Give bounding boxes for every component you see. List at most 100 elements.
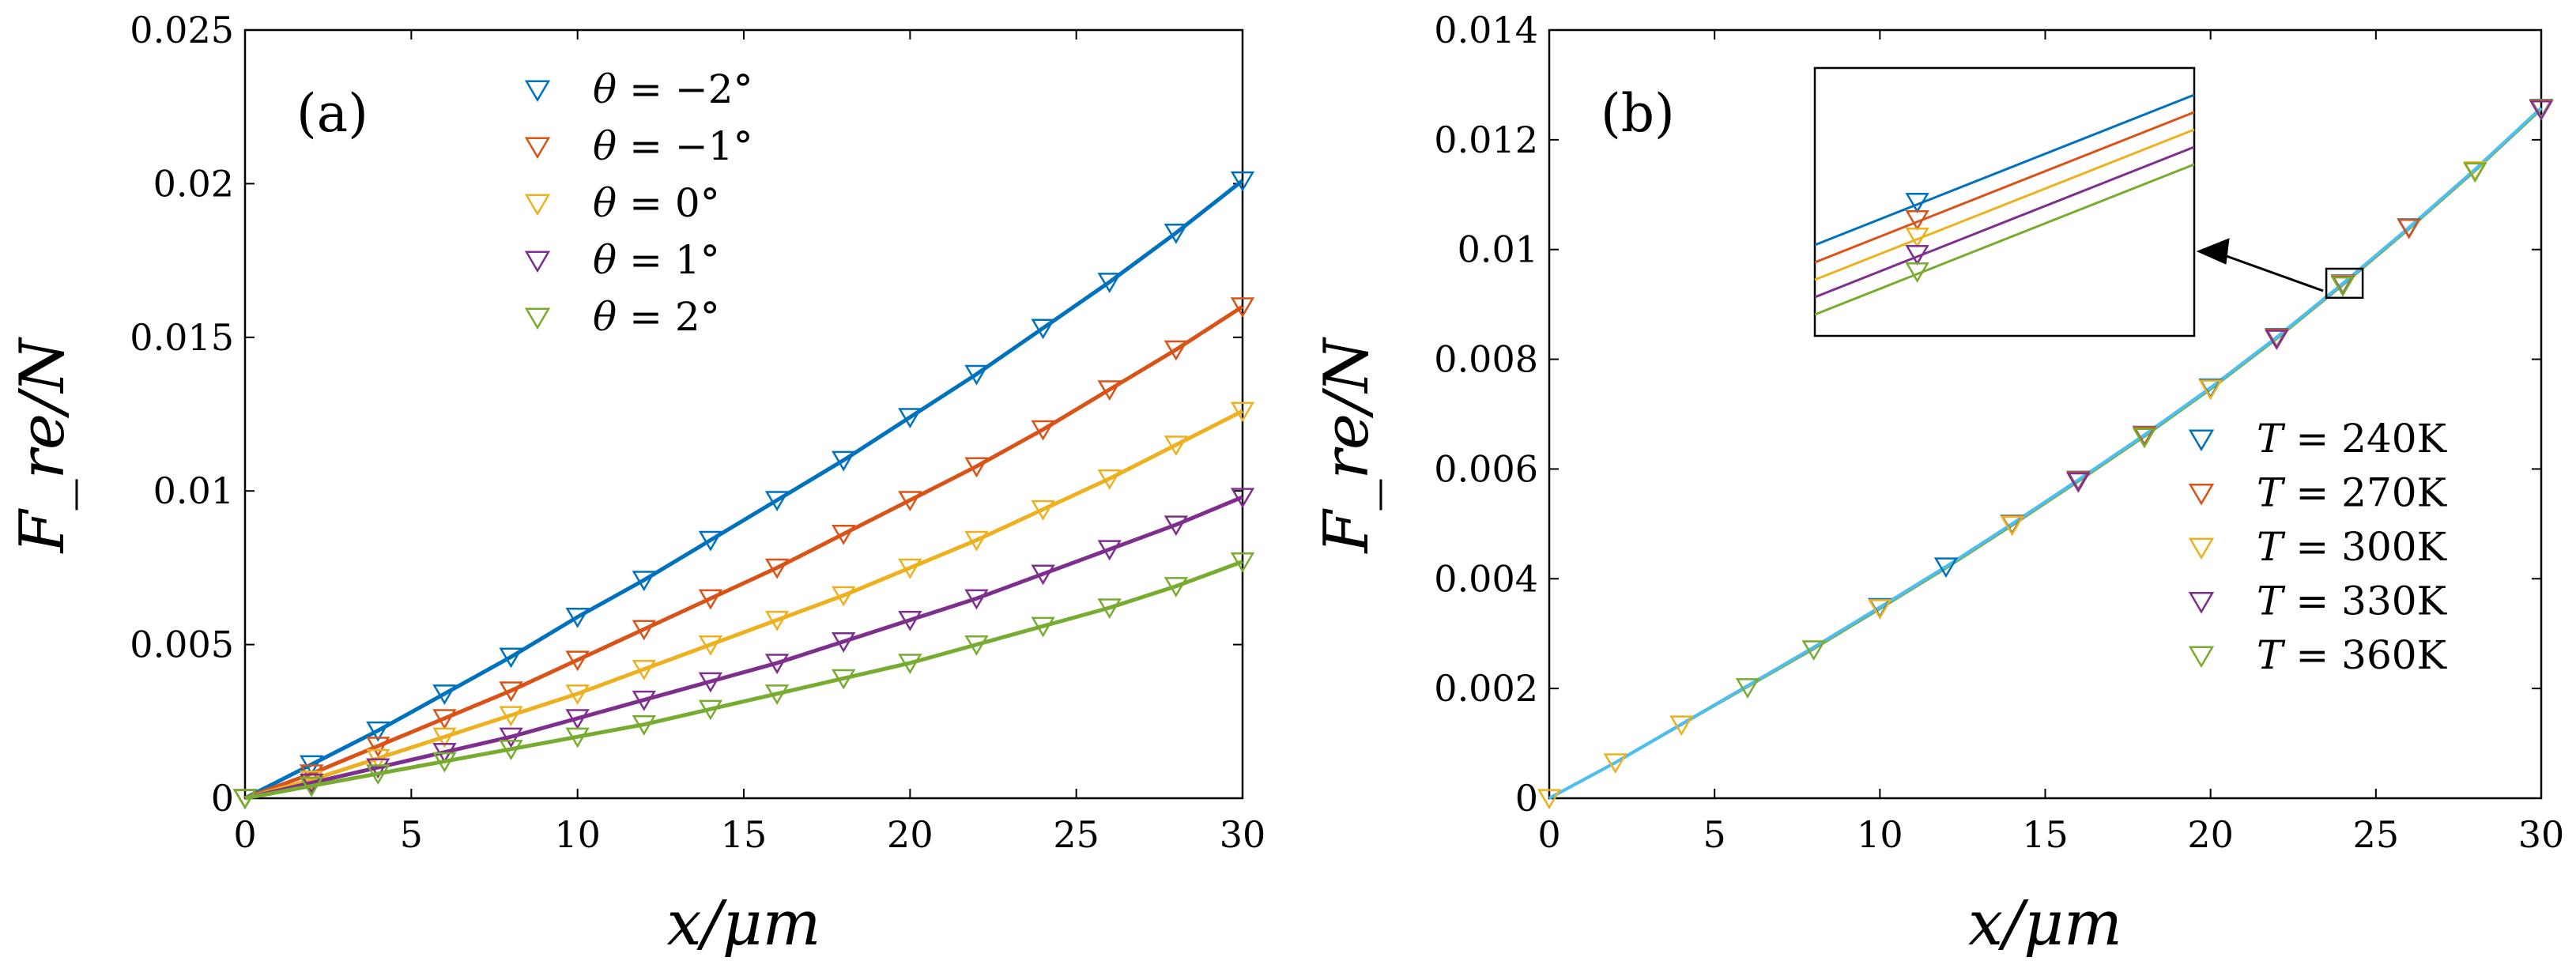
inset-marker — [1905, 262, 1929, 283]
data-point — [764, 491, 790, 512]
data-point — [1230, 171, 1255, 192]
series-line — [244, 560, 1243, 801]
data-point — [1031, 318, 1055, 340]
data-point — [832, 632, 856, 653]
inset-marker — [1905, 193, 1929, 213]
data-point — [1031, 420, 1055, 441]
data-point — [1603, 753, 1627, 775]
inset-frame — [1813, 66, 2196, 337]
legend-marker — [524, 80, 551, 103]
x-tick-label: 5 — [400, 813, 423, 856]
series-3 — [232, 488, 1255, 810]
legend-var: θ — [593, 237, 617, 283]
data-point — [964, 364, 989, 386]
data-point — [565, 727, 590, 748]
data-point — [565, 607, 590, 628]
data-point — [964, 589, 989, 610]
y-tick-label: 0.002 — [1434, 667, 1538, 710]
legend-item: T = 300K — [2188, 524, 2448, 570]
legend-var: θ — [593, 66, 617, 112]
x-tick-label: 15 — [721, 813, 768, 856]
panel-label: (b) — [1601, 83, 1675, 144]
x-axis-label: x/μm — [1968, 888, 2122, 959]
data-point — [2397, 218, 2421, 239]
data-point — [1933, 557, 1959, 579]
data-point — [1669, 715, 1694, 737]
data-point — [499, 681, 523, 703]
inset-line — [1814, 163, 2195, 316]
y-tick-label: 0.025 — [130, 9, 234, 51]
legend-label: T = 360K — [2257, 632, 2448, 678]
legend-var: T — [2257, 632, 2286, 678]
x-tick-label: 10 — [1857, 813, 1903, 856]
series-line — [243, 179, 1244, 801]
data-point — [1031, 499, 1055, 521]
data-point — [2066, 472, 2091, 493]
data-point — [698, 635, 723, 656]
panel-b: 0 5 10 15 20 25 30 0 0.002 0.004 0.006 0.008 0.01 0.0… — [1311, 9, 2564, 959]
legend-label: θ = 1° — [593, 237, 720, 283]
data-point — [832, 450, 856, 472]
y-axis-label: F_re/N — [1311, 337, 1382, 555]
data-point — [2198, 379, 2223, 401]
legend-value: = 270K — [2295, 470, 2447, 516]
x-tick-label: 30 — [1220, 813, 1266, 856]
series-4 — [232, 552, 1255, 810]
inset-marker — [1905, 245, 1929, 266]
data-point — [2330, 276, 2355, 297]
legend-label: T = 330K — [2257, 579, 2448, 624]
legend-item: T = 270K — [2188, 470, 2448, 516]
data-point — [366, 737, 390, 758]
legend-marker — [2188, 592, 2215, 614]
data-point — [499, 727, 523, 748]
legend-var: T — [2257, 524, 2286, 570]
data-point — [898, 610, 922, 631]
legend-value: = 0° — [629, 180, 720, 226]
y-tick-label: 0.004 — [1434, 557, 1538, 600]
inset-line — [1814, 145, 2195, 299]
legend-value: = 240K — [2295, 416, 2447, 462]
data-point — [2000, 515, 2024, 537]
legend-label: θ = 0° — [593, 180, 720, 226]
legend-marker — [524, 307, 551, 330]
x-tick-label: 10 — [554, 813, 601, 856]
x-tick-label: 20 — [2187, 813, 2234, 856]
data-point — [1164, 515, 1189, 537]
data-point — [832, 524, 856, 545]
data-point — [832, 669, 856, 690]
legend-item: θ = 2° — [524, 294, 720, 340]
data-point — [1230, 297, 1255, 318]
inset-line — [1814, 93, 2195, 247]
legend-marker — [2188, 429, 2215, 452]
data-point — [632, 715, 656, 736]
legend-value: = 330K — [2295, 579, 2447, 624]
series-2 — [232, 401, 1255, 810]
y-tick-label: 0.02 — [153, 162, 234, 205]
legend-marker — [524, 194, 551, 217]
data-point — [764, 684, 790, 705]
panel-a: 0 5 10 15 20 25 30 0 0.005 0.01 0.015 0.02 0.025 x/μm… — [7, 9, 1265, 959]
legend-item: θ = −1° — [524, 123, 753, 169]
legend-var: T — [2257, 416, 2286, 462]
data-point — [1735, 678, 1760, 699]
x-tick-label: 5 — [1703, 813, 1726, 856]
legend-item: θ = 1° — [524, 237, 720, 283]
x-tick-label: 30 — [2518, 813, 2565, 856]
data-point — [1097, 380, 1122, 401]
data-point — [632, 571, 656, 592]
legend-var: θ — [593, 180, 617, 226]
legend-marker — [2188, 484, 2215, 506]
legend-label: θ = −1° — [593, 123, 753, 169]
data-point — [366, 721, 390, 742]
x-tick-label: 20 — [887, 813, 933, 856]
data-point — [366, 758, 390, 779]
legend-item: θ = −2° — [524, 66, 753, 112]
legend-value: = 2° — [629, 294, 720, 340]
data-point — [1164, 340, 1189, 361]
series-0 — [232, 171, 1255, 810]
legend-item: T = 240K — [2188, 416, 2448, 462]
data-point — [898, 654, 922, 675]
legend-value: = 1° — [629, 237, 720, 283]
data-point — [698, 699, 723, 721]
